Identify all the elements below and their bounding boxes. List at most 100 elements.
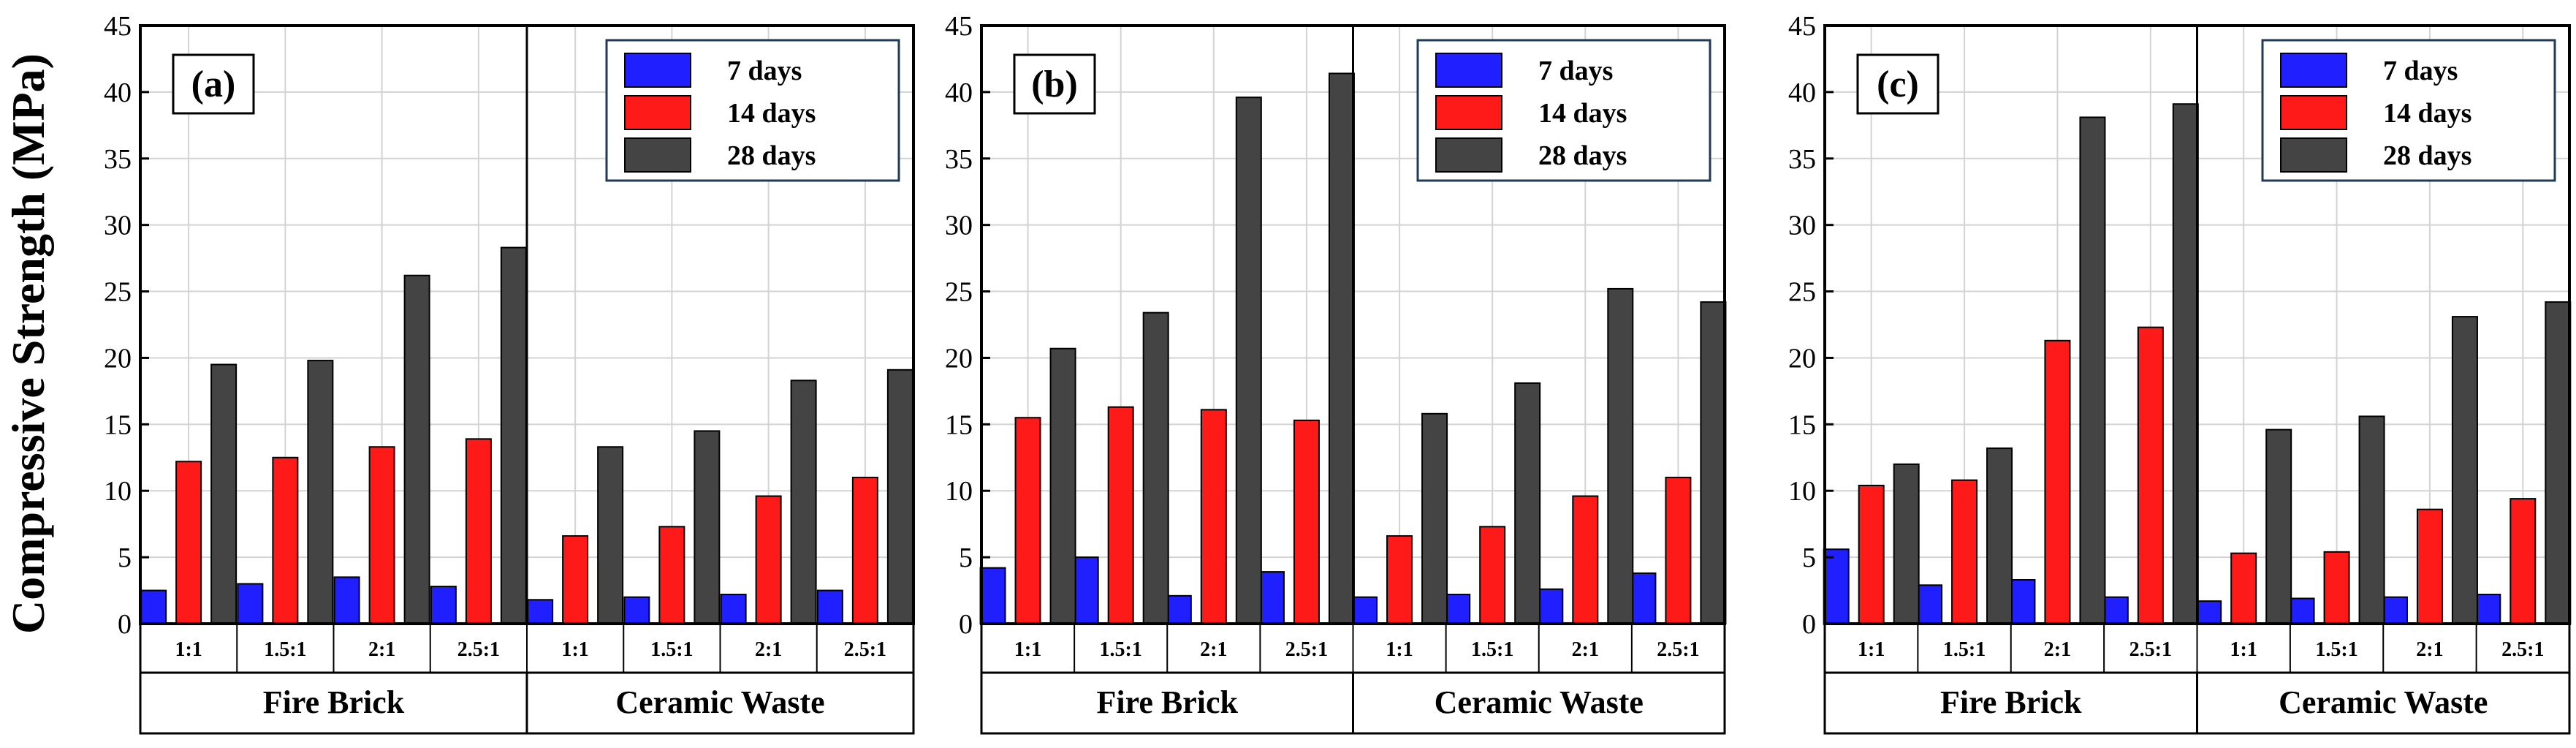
bar-14-days-4 [562,535,589,625]
y-tick-label: 0 [118,609,132,640]
group-label: Ceramic Waste [615,684,824,720]
bar-7-days-1 [1072,556,1099,624]
legend-label: 7 days [1538,56,1613,86]
category-label: 2.5:1 [2129,638,2172,661]
bar-7-days-1 [1916,584,1943,624]
chart-panel-b: 0 5 10 15 20 25 30 35 40 45 1:1 1.5:1 2:1 2.5:1 1:1 1.5… [945,11,1727,735]
y-tick-label: 0 [959,609,973,640]
category-label: 1:1 [1386,638,1413,661]
legend-swatch-7-days [624,53,691,88]
category-label: 1.5:1 [1471,638,1513,661]
bar-14-days-7 [2509,498,2537,625]
bar-28-days-6 [1607,287,1634,624]
panel-tag: (b) [1031,64,1078,105]
category-label: 2.5:1 [2501,638,2544,661]
y-tick-label: 20 [1788,343,1816,374]
bar-28-days-3 [2172,103,2199,624]
legend-swatch-28-days [2280,137,2347,173]
y-tick-label: 45 [104,11,132,42]
group-label: Fire Brick [1097,684,1239,720]
bar-14-days-0 [1014,417,1041,624]
bar-28-days-0 [210,363,238,624]
y-tick-label: 15 [104,409,132,440]
bar-7-days-3 [2102,596,2129,625]
bar-28-days-1 [307,360,334,624]
legend-label: 7 days [727,56,802,86]
y-tick-label: 10 [1788,476,1816,507]
category-label: 2.5:1 [844,638,886,661]
bar-14-days-4 [1386,535,1413,625]
bar-14-days-1 [1951,479,1978,624]
y-tick-label: 30 [104,211,132,241]
bar-7-days-4 [1351,596,1378,625]
bar-28-days-2 [403,274,430,624]
legend-swatch-14-days [2280,95,2347,130]
category-label: 1:1 [561,638,588,661]
bar-7-days-5 [623,596,650,625]
category-label: 1:1 [2230,638,2257,661]
category-label: 1.5:1 [264,638,306,661]
bar-28-days-2 [1235,97,1262,625]
bar-14-days-6 [1572,495,1599,625]
bar-28-days-1 [1986,447,2013,625]
bar-7-days-6 [1537,588,1564,625]
legend-label: 28 days [1538,140,1627,171]
y-tick-label: 5 [1802,543,1816,573]
legend-label: 28 days [2383,140,2471,171]
y-tick-label: 40 [945,78,973,108]
bar-28-days-5 [1514,382,1541,625]
bar-28-days-2 [2079,116,2106,624]
group-label: Fire Brick [263,684,405,720]
bar-28-days-7 [886,369,913,624]
bar-7-days-5 [2288,597,2315,624]
legend-label: 28 days [727,140,816,171]
bar-28-days-4 [1421,412,1448,625]
bar-28-days-6 [2451,316,2478,624]
bar-28-days-0 [1893,463,1920,624]
y-tick-label: 40 [1788,78,1816,108]
legend-label: 7 days [2383,56,2458,86]
bar-7-days-7 [2474,594,2501,625]
bar-7-days-4 [527,599,554,625]
bar-14-days-6 [755,495,782,625]
legend-label: 14 days [1538,98,1627,129]
bar-14-days-3 [2137,326,2164,624]
category-label: 2:1 [2416,638,2443,661]
bar-14-days-6 [2416,508,2443,624]
chart-panel-a: 0 5 10 15 20 25 30 35 40 45 1:1 1.5:1 2:1 2.5:1 1:1 1.5… [104,11,915,735]
y-tick-label: 40 [104,78,132,108]
y-tick-label: 35 [945,144,973,175]
bar-14-days-0 [1858,484,1885,624]
y-tick-label: 10 [104,476,132,507]
bar-7-days-3 [1258,571,1285,625]
legend-label: 14 days [727,98,816,129]
bar-7-days-2 [1165,594,1192,624]
legend-swatch-7-days [2280,53,2347,88]
y-tick-label: 15 [945,409,973,440]
group-label: Ceramic Waste [1435,684,1644,720]
y-tick-label: 45 [945,11,973,42]
bar-14-days-1 [272,456,299,624]
bar-14-days-4 [2230,552,2257,624]
bar-14-days-7 [1665,477,1692,624]
bar-7-days-0 [140,589,167,624]
y-tick-label: 30 [1788,211,1816,241]
category-label: 2:1 [1572,638,1599,661]
category-label: 2.5:1 [1285,638,1328,661]
legend-swatch-14-days [1435,95,1502,130]
category-label: 2:1 [755,638,782,661]
bar-28-days-4 [597,446,624,624]
legend-swatch-28-days [1435,137,1502,173]
category-label: 2.5:1 [1657,638,1699,661]
y-axis-title: Compressive Strength (MPa) [2,53,54,634]
y-tick-label: 25 [104,277,132,308]
y-tick-label: 30 [945,211,973,241]
group-label: Fire Brick [1940,684,2082,720]
bar-7-days-6 [2381,596,2408,625]
bar-7-days-7 [816,589,843,624]
category-label: 1.5:1 [2315,638,2357,661]
y-tick-label: 20 [104,343,132,374]
panel-tag-box [172,53,255,115]
bar-7-days-0 [1823,548,1850,625]
bar-7-days-5 [1444,594,1471,625]
